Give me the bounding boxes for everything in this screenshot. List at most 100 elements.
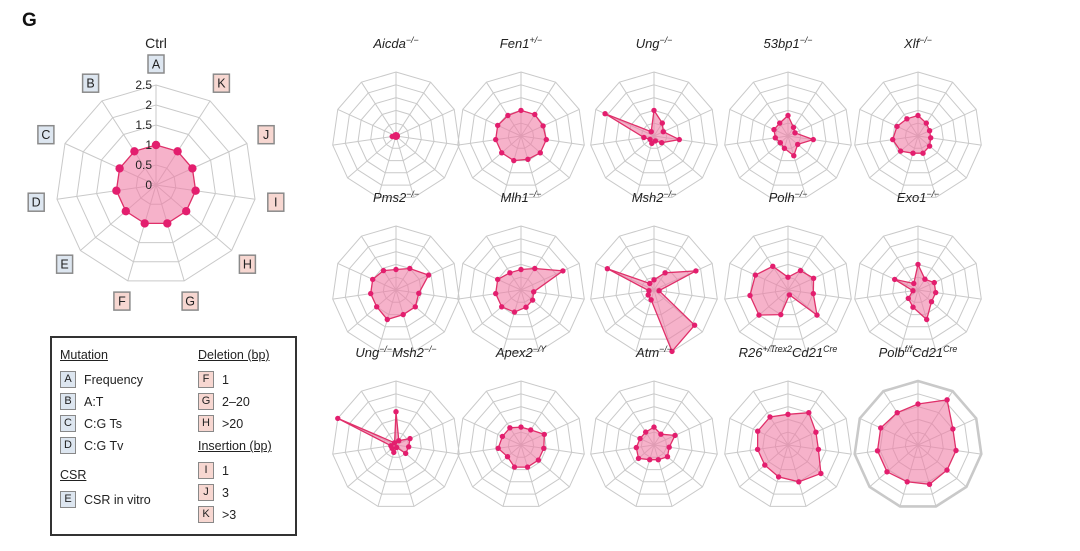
r-tick-label: 2.5 bbox=[135, 78, 152, 92]
data-point-D bbox=[633, 444, 639, 451]
r-tick-label: 1.5 bbox=[135, 118, 152, 132]
axis-key-label-H: H bbox=[243, 258, 252, 272]
data-point-A bbox=[785, 112, 791, 119]
data-point-G bbox=[791, 153, 797, 159]
legend-key: J bbox=[198, 484, 214, 501]
data-point-J bbox=[810, 275, 817, 281]
data-point-H bbox=[535, 457, 542, 463]
grid-ring bbox=[76, 104, 236, 263]
data-point-K bbox=[528, 427, 534, 433]
legend-item: J 3 bbox=[198, 484, 229, 501]
data-point-A bbox=[915, 112, 921, 119]
chart-title-11: Ung−/−Msh2−/− bbox=[355, 344, 436, 360]
data-point-C bbox=[637, 435, 643, 442]
radar-chart-3: Ung−/− bbox=[590, 35, 718, 198]
grid-spoke bbox=[332, 135, 397, 146]
data-point-K bbox=[923, 120, 929, 126]
legend-label: 1 bbox=[222, 463, 229, 478]
data-point-H bbox=[944, 467, 950, 473]
data-point-C bbox=[604, 266, 611, 272]
data-point-K bbox=[806, 410, 812, 416]
axis-key-box-C bbox=[37, 124, 55, 145]
data-point-I bbox=[810, 290, 816, 297]
data-point-F bbox=[511, 157, 517, 164]
chart-title-1: Aicda−/− bbox=[372, 35, 418, 51]
legend-deletion-heading: Deletion (bp) bbox=[198, 348, 270, 362]
data-point-B bbox=[643, 429, 649, 435]
grid-spoke bbox=[395, 390, 432, 446]
data-point-K bbox=[922, 276, 928, 282]
data-point-H bbox=[182, 207, 191, 216]
legend-label: >3 bbox=[222, 507, 237, 522]
data-point-B bbox=[767, 414, 773, 420]
data-point-H bbox=[664, 454, 671, 460]
grid-ring bbox=[469, 238, 573, 340]
data-point-I bbox=[815, 446, 822, 453]
legend-item: H >20 bbox=[198, 415, 243, 432]
legend-key: A bbox=[60, 371, 76, 388]
data-point-E bbox=[756, 312, 762, 318]
data-point-H bbox=[926, 143, 933, 149]
data-point-F bbox=[904, 479, 910, 485]
data-point-D bbox=[641, 134, 647, 141]
data-point-B bbox=[507, 270, 513, 276]
data-point-B bbox=[777, 120, 783, 126]
data-point-K bbox=[532, 111, 538, 118]
data-point-F bbox=[781, 145, 788, 151]
data-point-G bbox=[400, 311, 406, 318]
legend-item: C C:G Ts bbox=[60, 415, 122, 432]
data-point-A bbox=[785, 274, 791, 280]
grid-ring bbox=[736, 238, 840, 340]
grid-spoke bbox=[377, 135, 397, 198]
data-point-J bbox=[926, 128, 933, 134]
grid-spoke bbox=[332, 444, 397, 455]
grid-ring bbox=[332, 380, 460, 507]
legend-mutation-heading: Mutation bbox=[60, 348, 108, 362]
chart-title-13: Atm−/− bbox=[635, 344, 672, 360]
data-point-J bbox=[540, 123, 546, 129]
grid-ring bbox=[879, 251, 957, 328]
data-point-J bbox=[407, 435, 413, 442]
data-point-H bbox=[529, 297, 536, 303]
legend: Mutation A Frequency B A:T C C:G Ts D C:… bbox=[50, 336, 297, 536]
grid-ring bbox=[602, 393, 706, 495]
data-point-H bbox=[818, 470, 824, 477]
data-polygon bbox=[756, 412, 822, 483]
legend-key: B bbox=[60, 393, 76, 410]
data-point-I bbox=[191, 186, 200, 195]
chart-title-2: Fen1+/− bbox=[500, 35, 542, 51]
data-point-I bbox=[933, 289, 939, 296]
data-point-J bbox=[188, 164, 197, 173]
data-point-K bbox=[662, 270, 668, 276]
data-point-E bbox=[905, 295, 911, 302]
data-point-J bbox=[541, 431, 547, 438]
data-point-I bbox=[810, 136, 816, 143]
data-point-C bbox=[771, 126, 777, 133]
data-point-F bbox=[778, 311, 784, 318]
radar-chart-4: 53bp1−/− bbox=[724, 35, 852, 198]
legend-item: B A:T bbox=[60, 393, 103, 410]
grid-spoke bbox=[605, 289, 655, 333]
data-point-A bbox=[915, 261, 921, 268]
data-point-J bbox=[660, 129, 666, 135]
data-point-G bbox=[655, 457, 661, 463]
legend-key: H bbox=[198, 415, 214, 432]
data-point-I bbox=[541, 445, 547, 451]
data-point-I bbox=[416, 290, 422, 296]
chart-title-10: Exo1−/− bbox=[897, 189, 939, 205]
grid-ring bbox=[457, 71, 585, 198]
r-tick-label: 0.5 bbox=[135, 158, 152, 172]
grid-ring bbox=[749, 406, 827, 483]
legend-key: I bbox=[198, 462, 214, 479]
data-polygon bbox=[876, 399, 957, 485]
legend-item: K >3 bbox=[198, 506, 236, 523]
data-point-I bbox=[543, 136, 549, 143]
grid-ring bbox=[344, 84, 448, 186]
data-point-G bbox=[523, 304, 529, 310]
data-point-G bbox=[920, 150, 926, 156]
axis-key-label-B: B bbox=[86, 77, 94, 91]
grid-spoke bbox=[395, 108, 455, 137]
data-point-C bbox=[499, 433, 506, 440]
data-point-K bbox=[396, 438, 402, 444]
data-point-K bbox=[532, 265, 538, 272]
